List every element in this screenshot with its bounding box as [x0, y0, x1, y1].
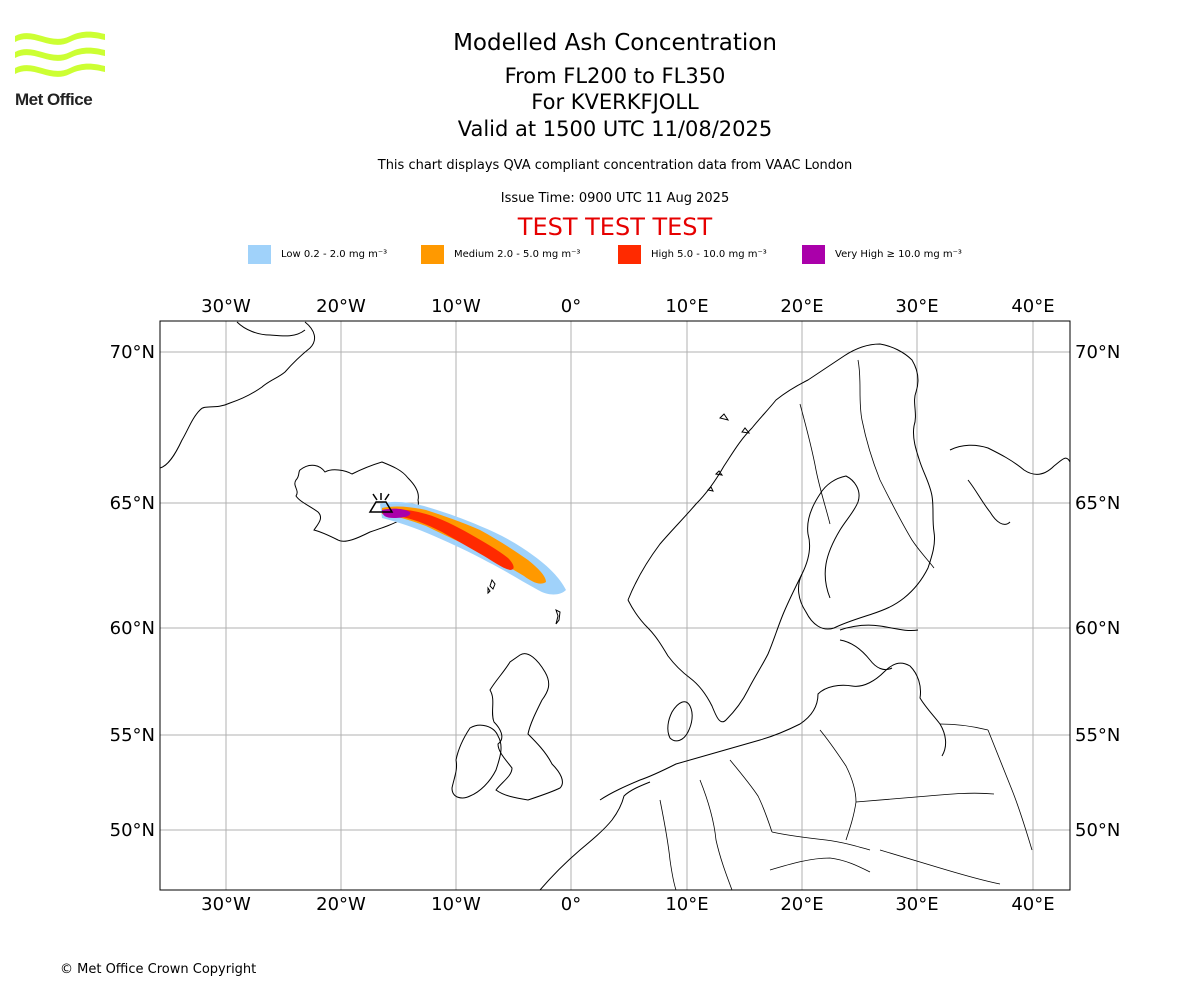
- lon-label-bottom: 40°E: [1011, 894, 1054, 915]
- lon-label-top: 0°: [561, 296, 581, 317]
- lat-label-right: 65°N: [1075, 493, 1120, 514]
- legend-label-very-high: Very High ≥ 10.0 mg m⁻³: [835, 248, 962, 260]
- legend-item-high: High 5.0 - 10.0 mg m⁻³: [618, 244, 767, 264]
- lat-label-left: 50°N: [110, 820, 155, 841]
- lon-label-top: 30°E: [895, 296, 938, 317]
- lat-label-right: 50°N: [1075, 820, 1120, 841]
- lon-label-top: 20°W: [316, 296, 366, 317]
- test-banner: TEST TEST TEST: [517, 213, 713, 241]
- lon-label-bottom: 10°W: [431, 894, 481, 915]
- met-office-logo: Met Office: [12, 28, 112, 114]
- lon-label-bottom: 0°: [561, 894, 581, 915]
- volcano-icon: [368, 493, 394, 513]
- ash-very-high: [382, 508, 411, 518]
- issue-time: Issue Time: 0900 UTC 11 Aug 2025: [500, 191, 730, 206]
- lat-label-left: 65°N: [110, 493, 155, 514]
- volcano-name: For KVERKFJOLL: [531, 90, 699, 114]
- lon-label-top: 10°W: [431, 296, 481, 317]
- europe-coast: [599, 662, 947, 801]
- flight-level-range: From FL200 to FL350: [504, 64, 726, 88]
- valid-time: Valid at 1500 UTC 11/08/2025: [457, 117, 773, 141]
- logo-text: Met Office: [15, 90, 93, 109]
- lat-label-left: 70°N: [110, 342, 155, 363]
- chart-title: Modelled Ash Concentration: [453, 30, 777, 56]
- lon-label-bottom: 20°W: [316, 894, 366, 915]
- lon-label-bottom: 30°E: [895, 894, 938, 915]
- ash-plume: [380, 501, 566, 595]
- great-britain-coast: [489, 653, 563, 801]
- lon-label-bottom: 30°W: [201, 894, 251, 915]
- lon-label-top: 40°E: [1011, 296, 1054, 317]
- legend-swatch-high: [618, 244, 641, 264]
- legend-label-medium: Medium 2.0 - 5.0 mg m⁻³: [454, 248, 581, 260]
- legend-item-medium: Medium 2.0 - 5.0 mg m⁻³: [421, 244, 580, 264]
- coastlines: [160, 321, 1070, 890]
- lon-label-top: 20°E: [780, 296, 823, 317]
- graticule: [160, 321, 1070, 890]
- lat-label-left: 60°N: [110, 618, 155, 639]
- sweden-coast: [627, 573, 803, 723]
- lat-label-right: 60°N: [1075, 618, 1120, 639]
- copyright-text: © Met Office Crown Copyright: [60, 962, 257, 977]
- chart-description: This chart displays QVA compliant concen…: [377, 158, 853, 173]
- legend-label-high: High 5.0 - 10.0 mg m⁻³: [651, 248, 767, 260]
- legend-item-very-high: Very High ≥ 10.0 mg m⁻³: [802, 244, 962, 264]
- kola-coast: [949, 444, 1070, 475]
- legend-label-low: Low 0.2 - 2.0 mg m⁻³: [281, 248, 388, 260]
- france-coast: [539, 781, 651, 890]
- legend-swatch-very-high: [802, 244, 825, 264]
- legend-swatch-medium: [421, 244, 444, 264]
- lat-label-right: 70°N: [1075, 342, 1120, 363]
- axis-labels: 30°W 30°W 20°W 20°W 10°W 10°W 0° 0° 10°E 10°E 20°E…: [110, 296, 1121, 915]
- greenland-coast-2: [236, 321, 306, 337]
- lon-label-top: 30°W: [201, 296, 251, 317]
- legend-item-low: Low 0.2 - 2.0 mg m⁻³: [248, 244, 387, 264]
- lat-label-right: 55°N: [1075, 725, 1120, 746]
- lon-label-top: 10°E: [665, 296, 708, 317]
- scandinavia-coast: [627, 343, 935, 630]
- lat-label-left: 55°N: [110, 725, 155, 746]
- legend-swatch-low: [248, 244, 271, 264]
- ireland-coast: [451, 724, 502, 799]
- country-borders: [659, 359, 1033, 890]
- lon-label-bottom: 10°E: [665, 894, 708, 915]
- map-frame: [159, 320, 1071, 891]
- greenland-coast: [160, 321, 316, 469]
- iceland-coast: [294, 461, 419, 542]
- lon-label-bottom: 20°E: [780, 894, 823, 915]
- denmark-coast: [667, 701, 693, 742]
